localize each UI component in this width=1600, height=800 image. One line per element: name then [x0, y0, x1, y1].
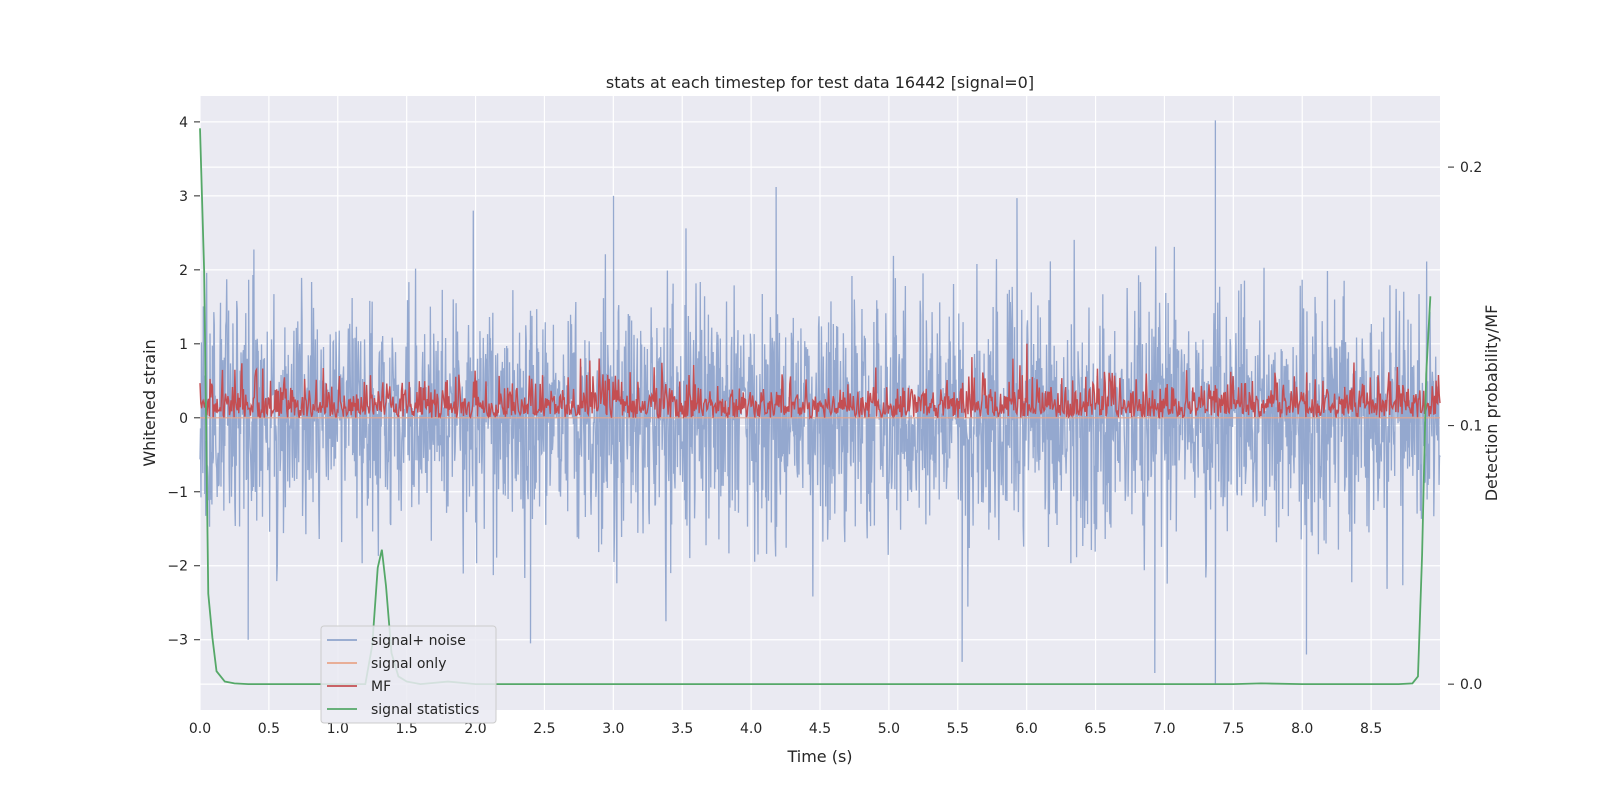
y-tick-label: −3 [167, 633, 188, 649]
x-tick-label: 1.5 [396, 721, 418, 737]
x-tick-label: 3.5 [671, 721, 693, 737]
y-tick-label: 4 [179, 115, 188, 131]
x-tick-label: 7.5 [1222, 721, 1244, 737]
y2-axis-label: Detection probability/MF [1482, 305, 1501, 502]
x-tick-label: 3.0 [602, 721, 624, 737]
y-tick-label: 3 [179, 189, 188, 205]
legend-label: signal statistics [371, 702, 479, 718]
y2-tick-label: 0.1 [1460, 419, 1482, 435]
y-tick-label: 2 [179, 263, 188, 279]
y-tick-label: 1 [179, 337, 188, 353]
y-tick-label: −2 [167, 559, 188, 575]
x-tick-label: 4.0 [740, 721, 762, 737]
x-tick-label: 2.5 [533, 721, 555, 737]
x-tick-label: 7.0 [1153, 721, 1175, 737]
x-tick-label: 5.5 [947, 721, 969, 737]
legend-label: MF [371, 679, 391, 695]
legend: signal+ noise signal only MF signal statist… [320, 625, 497, 724]
y-tick-label: −1 [167, 485, 188, 501]
x-tick-label: 8.0 [1291, 721, 1313, 737]
y-axis-label: Whitened strain [140, 339, 159, 466]
legend-label: signal+ noise [371, 633, 466, 649]
chart-title: stats at each timestep for test data 164… [606, 73, 1034, 92]
y-tick-label: 0 [179, 411, 188, 427]
x-tick-label: 4.5 [809, 721, 831, 737]
x-tick-label: 6.5 [1084, 721, 1106, 737]
x-tick-label: 5.0 [878, 721, 900, 737]
y2-tick-label: 0.2 [1460, 160, 1482, 176]
legend-box [320, 625, 497, 724]
y2-tick-label: 0.0 [1460, 677, 1482, 693]
x-tick-label: 0.0 [189, 721, 211, 737]
axes-layer: 0.0 0.5 1.0 1.5 2.0 2.5 3.0 3.5 4.0 4.5 5.0 5.5 6.0 6… [167, 115, 1482, 737]
legend-label: signal only [371, 656, 446, 672]
x-tick-label: 1.0 [327, 721, 349, 737]
series-line-mf [199, 343, 1441, 420]
x-axis-label: Time (s) [786, 747, 852, 766]
x-tick-label: 8.5 [1360, 721, 1382, 737]
x-tick-label: 6.0 [1016, 721, 1038, 737]
x-tick-label: 2.0 [464, 721, 486, 737]
x-tick-label: 0.5 [258, 721, 280, 737]
